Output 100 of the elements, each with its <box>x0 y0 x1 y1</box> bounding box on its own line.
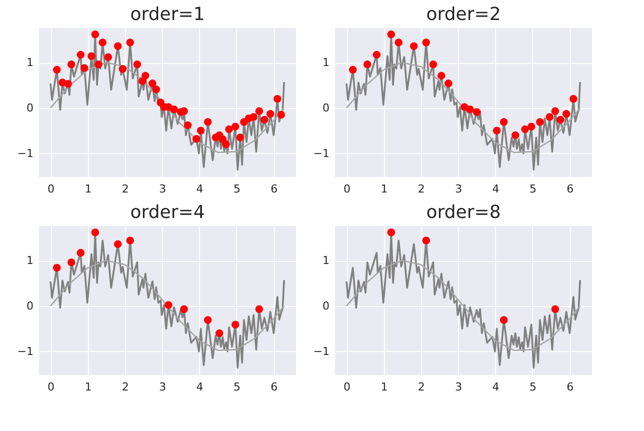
x-tick-label: 5 <box>233 182 240 196</box>
y-tick-label: −1 <box>313 146 330 160</box>
y-tick-label: −1 <box>313 344 330 358</box>
chart-title: order=4 <box>130 202 205 223</box>
x-tick-label: 6 <box>270 380 278 394</box>
y-tick-label: 1 <box>26 254 34 268</box>
x-tick-label: 5 <box>529 182 536 196</box>
point <box>444 80 452 88</box>
point <box>184 121 192 130</box>
x-tick-label: 3 <box>159 182 166 196</box>
x-tick-label: 0 <box>344 182 351 196</box>
line-series <box>50 62 285 154</box>
point <box>348 66 357 74</box>
point <box>422 38 430 46</box>
chart-title: order=8 <box>426 202 501 223</box>
x-tick-label: 2 <box>122 182 129 196</box>
point <box>76 50 85 59</box>
line-series <box>50 260 285 352</box>
point <box>64 80 72 88</box>
point <box>570 95 578 103</box>
x-tick-label: 6 <box>566 182 574 196</box>
point <box>422 236 430 244</box>
point <box>556 116 564 124</box>
x-tick-label: 5 <box>233 380 240 394</box>
x-tick-label: 1 <box>84 380 92 394</box>
point <box>255 107 264 115</box>
point <box>500 118 508 126</box>
x-tick-label: 3 <box>159 380 166 394</box>
y-tick-label: −1 <box>17 146 34 160</box>
y-tick-label: 0 <box>26 299 34 312</box>
point <box>126 236 134 244</box>
point <box>118 65 127 73</box>
y-tick-label: 1 <box>322 254 330 268</box>
x-tick-label: 1 <box>380 380 388 394</box>
point <box>466 105 474 114</box>
point <box>114 42 122 50</box>
point <box>387 228 396 236</box>
point <box>266 110 274 118</box>
point <box>232 320 240 328</box>
point <box>52 264 61 272</box>
y-tick-label: 0 <box>322 299 330 312</box>
point <box>225 125 233 134</box>
point <box>437 72 446 80</box>
x-tick-label: 6 <box>270 182 278 196</box>
point <box>152 85 160 94</box>
point <box>232 122 240 130</box>
point <box>255 305 264 313</box>
point <box>204 118 212 126</box>
point <box>80 64 88 72</box>
point <box>222 140 230 148</box>
point <box>133 60 142 68</box>
point <box>192 134 200 143</box>
point <box>52 66 61 74</box>
point <box>141 72 150 80</box>
x-tick-label: 2 <box>418 380 425 394</box>
point <box>94 60 102 68</box>
point <box>429 60 438 68</box>
point <box>114 240 122 248</box>
x-tick-label: 3 <box>455 380 462 394</box>
point <box>277 110 285 119</box>
point <box>170 105 178 114</box>
x-tick-label: 0 <box>48 380 55 394</box>
point <box>148 80 156 88</box>
x-tick-label: 4 <box>492 182 500 196</box>
point <box>91 228 100 236</box>
x-tick-label: 6 <box>566 380 574 394</box>
line-series <box>346 260 581 352</box>
point <box>546 113 554 121</box>
y-tick-label: 1 <box>322 56 330 70</box>
point <box>250 113 258 121</box>
x-tick-label: 4 <box>196 380 204 394</box>
point <box>180 305 188 313</box>
point <box>216 329 224 338</box>
point <box>204 316 212 324</box>
x-tick-label: 1 <box>84 182 92 196</box>
x-tick-label: 4 <box>196 182 204 196</box>
line-series <box>346 62 581 154</box>
point <box>260 116 268 124</box>
x-tick-label: 5 <box>529 380 536 394</box>
point <box>76 248 85 257</box>
point <box>88 52 96 60</box>
point <box>126 38 134 46</box>
point <box>104 53 112 61</box>
x-tick-label: 0 <box>344 380 351 394</box>
point <box>387 30 396 38</box>
point <box>164 301 172 309</box>
point <box>528 122 536 130</box>
chart-title: order=2 <box>426 4 501 25</box>
point <box>372 50 381 59</box>
point <box>274 95 282 103</box>
point <box>363 60 372 68</box>
point <box>562 110 570 118</box>
point <box>492 126 501 135</box>
y-tick-label: 1 <box>26 56 34 70</box>
x-tick-label: 0 <box>48 182 55 196</box>
point <box>551 305 560 313</box>
point <box>67 258 76 266</box>
y-tick-label: 0 <box>322 101 330 114</box>
point <box>67 60 76 68</box>
x-tick-label: 2 <box>418 182 425 196</box>
